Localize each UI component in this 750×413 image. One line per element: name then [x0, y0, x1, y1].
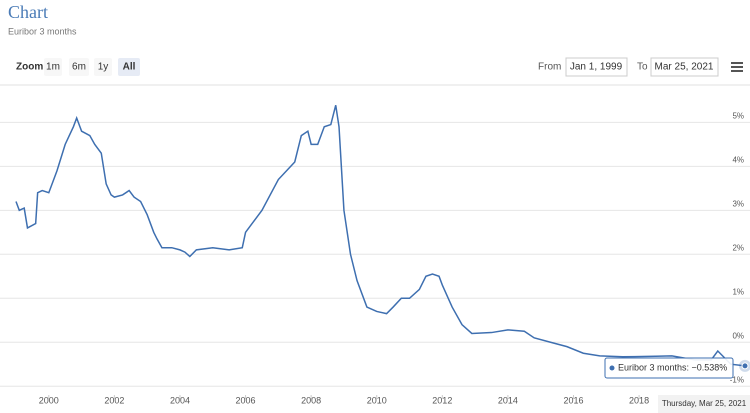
zoom-button-label[interactable]: All: [123, 62, 136, 73]
zoom-button[interactable]: [94, 58, 112, 76]
x-tick-label: 2008: [301, 395, 321, 405]
x-tick-label: 2002: [104, 395, 124, 405]
x-tick-label: 2000: [39, 395, 59, 405]
chart-subtitle: Euribor 3 months: [8, 26, 77, 36]
from-value[interactable]: Jan 1, 1999: [570, 62, 623, 73]
tooltip-marker: [609, 365, 615, 371]
from-label: From: [538, 62, 561, 73]
tooltip-date-box: [658, 395, 750, 413]
hover-point: [741, 362, 749, 370]
y-tick-label: 5%: [732, 111, 744, 120]
x-tick-label: 2014: [498, 395, 518, 405]
y-tick-label: 0%: [732, 331, 744, 340]
menu-icon[interactable]: [731, 62, 743, 72]
zoom-button[interactable]: [44, 58, 62, 76]
y-tick-label: 1%: [732, 287, 744, 296]
x-tick-label: 2004: [170, 395, 190, 405]
zoom-button-label[interactable]: 1m: [46, 62, 60, 73]
x-tick-label: 2006: [236, 395, 256, 405]
zoom-button-label[interactable]: 6m: [72, 62, 86, 73]
y-tick-label: 4%: [732, 155, 744, 164]
tooltip-date: Thursday, Mar 25, 2021: [662, 399, 747, 408]
chart-title: Chart: [8, 2, 48, 22]
y-tick-label: -1%: [730, 375, 744, 384]
x-tick-label: 2016: [563, 395, 583, 405]
zoom-button-label[interactable]: 1y: [98, 62, 109, 73]
x-tick-label: 2018: [629, 395, 649, 405]
to-label: To: [637, 62, 648, 73]
line: [15, 105, 746, 367]
y-tick-label: 2%: [732, 243, 744, 252]
tooltip-text: Euribor 3 months: −0.538%: [618, 362, 727, 372]
to-value[interactable]: Mar 25, 2021: [655, 62, 714, 73]
menu-button[interactable]: [730, 60, 744, 74]
y-tick-label: 3%: [732, 199, 744, 208]
zoom-label: Zoom: [16, 62, 43, 73]
from-input[interactable]: [565, 57, 628, 77]
tooltip-box: [604, 357, 734, 379]
x-tick-label: 2010: [367, 395, 387, 405]
zoom-button[interactable]: [118, 58, 140, 76]
zoom-button[interactable]: [69, 58, 89, 76]
to-input[interactable]: [650, 57, 719, 77]
x-tick-label: 2012: [432, 395, 452, 405]
